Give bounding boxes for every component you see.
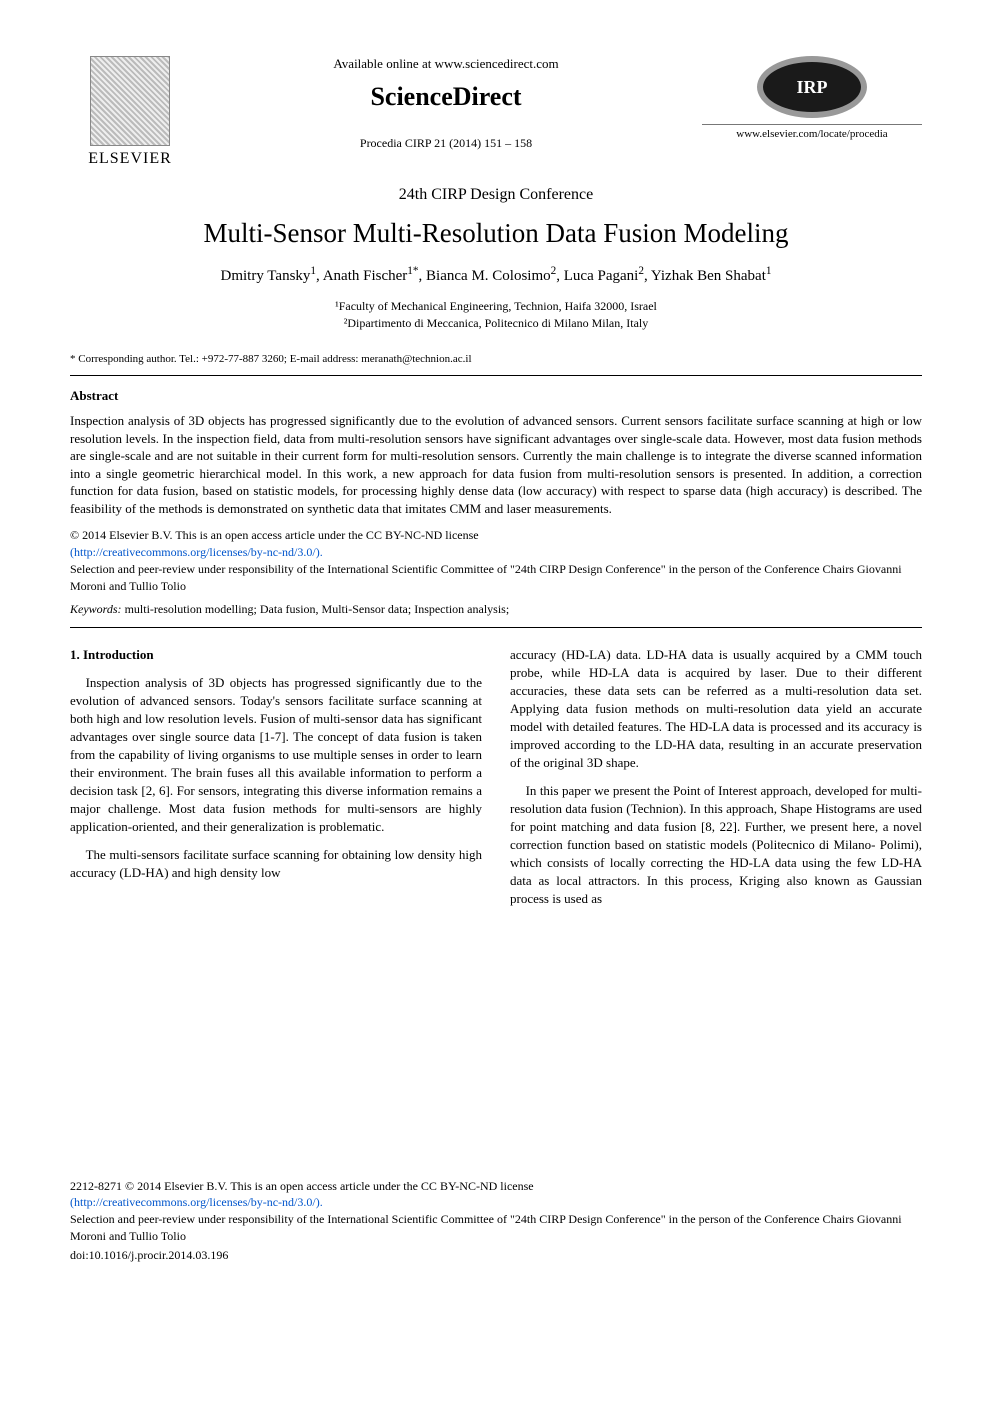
author-list: Dmitry Tansky1, Anath Fischer1*, Bianca … — [70, 265, 922, 285]
column-right: accuracy (HD-LA) data. LD-HA data is usu… — [510, 646, 922, 917]
intro-para-4: In this paper we present the Point of In… — [510, 782, 922, 908]
elsevier-label: ELSEVIER — [70, 150, 190, 168]
available-online: Available online at www.sciencedirect.co… — [200, 56, 692, 72]
abstract-body: Inspection analysis of 3D objects has pr… — [70, 412, 922, 517]
keywords-text: multi-resolution modelling; Data fusion,… — [122, 602, 510, 616]
sciencedirect-logo: ScienceDirect — [200, 82, 692, 112]
journal-badge-block: IRP www.elsevier.com/locate/procedia — [702, 56, 922, 140]
section-heading-intro: 1. Introduction — [70, 646, 482, 664]
journal-url: www.elsevier.com/locate/procedia — [702, 124, 922, 140]
article-title: Multi-Sensor Multi-Resolution Data Fusio… — [70, 218, 922, 249]
conference-name: 24th CIRP Design Conference — [70, 186, 922, 204]
header: ELSEVIER Available online at www.science… — [70, 56, 922, 168]
column-left: 1. Introduction Inspection analysis of 3… — [70, 646, 482, 917]
abstract-heading: Abstract — [70, 388, 922, 404]
elsevier-tree-icon — [90, 56, 170, 146]
body-columns: 1. Introduction Inspection analysis of 3… — [70, 646, 922, 917]
intro-para-3: accuracy (HD-LA) data. LD-HA data is usu… — [510, 646, 922, 772]
footer-peer-review: Selection and peer-review under responsi… — [70, 1212, 902, 1243]
affiliation-2: ²Dipartimento di Meccanica, Politecnico … — [70, 316, 922, 331]
peer-review-line: Selection and peer-review under responsi… — [70, 562, 902, 593]
cirp-badge-icon: IRP — [757, 56, 867, 118]
divider — [70, 627, 922, 628]
keywords-label: Keywords: — [70, 602, 122, 616]
divider — [70, 375, 922, 376]
license-link[interactable]: (http://creativecommons.org/licenses/by-… — [70, 545, 323, 559]
publisher-logo-block: ELSEVIER — [70, 56, 190, 168]
affiliation-1: ¹Faculty of Mechanical Engineering, Tech… — [70, 299, 922, 314]
footer: 2212-8271 © 2014 Elsevier B.V. This is a… — [70, 1178, 922, 1264]
footer-issn: 2212-8271 © 2014 Elsevier B.V. This is a… — [70, 1179, 534, 1193]
doi: doi:10.1016/j.procir.2014.03.196 — [70, 1247, 922, 1264]
center-header: Available online at www.sciencedirect.co… — [190, 56, 702, 151]
intro-para-1: Inspection analysis of 3D objects has pr… — [70, 674, 482, 835]
copyright-line1: © 2014 Elsevier B.V. This is an open acc… — [70, 528, 479, 542]
intro-para-2: The multi-sensors facilitate surface sca… — [70, 846, 482, 882]
citation: Procedia CIRP 21 (2014) 151 – 158 — [200, 136, 692, 151]
footer-license-link[interactable]: (http://creativecommons.org/licenses/by-… — [70, 1195, 323, 1209]
copyright-block: © 2014 Elsevier B.V. This is an open acc… — [70, 527, 922, 594]
corresponding-author: * Corresponding author. Tel.: +972-77-88… — [70, 353, 922, 365]
keywords: Keywords: multi-resolution modelling; Da… — [70, 602, 922, 617]
